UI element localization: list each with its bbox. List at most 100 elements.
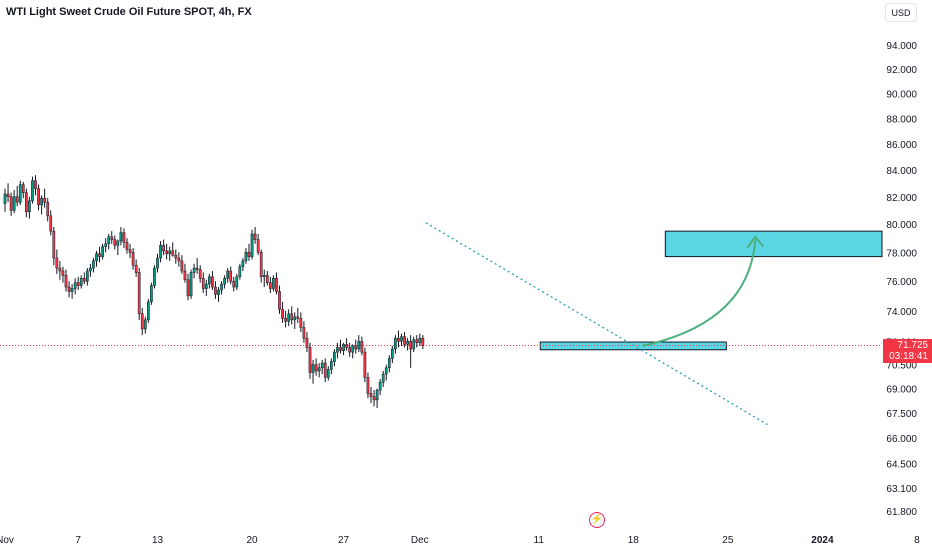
- candle-body: [183, 270, 187, 280]
- candle-body: [317, 367, 321, 372]
- price-axis: 94.000 92.000 90.000 88.000 86.000 84.000 82.0…: [886, 41, 917, 518]
- price-axis-label: 86.000: [886, 140, 917, 151]
- projection-arrowhead: [746, 235, 765, 249]
- candle-body: [140, 313, 144, 330]
- candle-body: [61, 270, 65, 276]
- candle-body: [372, 396, 376, 401]
- candle-body: [208, 276, 211, 285]
- candle-body: [201, 278, 205, 289]
- candle-body: [189, 272, 193, 297]
- candle-body: [299, 318, 303, 328]
- candle-body: [342, 344, 345, 351]
- candle-body: [284, 318, 287, 322]
- currency-button[interactable]: USD: [885, 3, 917, 22]
- candle-body: [409, 341, 412, 350]
- candle-body: [256, 239, 260, 253]
- candle-body: [67, 286, 71, 292]
- candle-body: [73, 282, 77, 289]
- price-axis-label: 74.000: [886, 307, 917, 318]
- price-axis-label: 64.500: [886, 459, 917, 470]
- candle-body: [308, 347, 312, 373]
- candle-body: [220, 283, 223, 291]
- candle-body: [89, 267, 92, 272]
- candle-body: [259, 252, 263, 278]
- candle-body: [272, 278, 275, 289]
- candle-body: [336, 347, 339, 353]
- price-axis-label: 69.000: [886, 385, 917, 396]
- candle-body: [397, 337, 400, 342]
- price-axis-label: 84.000: [886, 166, 917, 177]
- last-price-badge: 71.725 03:18:41: [883, 339, 932, 363]
- candle-body: [241, 260, 245, 267]
- candle-body: [296, 316, 300, 319]
- price-axis-label: 66.000: [886, 434, 917, 445]
- time-axis-label: Nov: [0, 535, 14, 546]
- time-axis-label: 7: [75, 535, 81, 546]
- candle-body: [137, 272, 141, 315]
- candle-body: [162, 244, 165, 252]
- candle-body: [128, 249, 132, 253]
- candle-body: [92, 260, 95, 269]
- overlays-layer: [425, 222, 768, 426]
- candle-body: [49, 215, 53, 232]
- price-axis-label: 82.000: [886, 193, 917, 204]
- candle-body: [174, 254, 178, 259]
- candle-body: [31, 180, 34, 202]
- price-axis-label: 78.000: [886, 248, 917, 259]
- candle-body: [366, 377, 370, 394]
- candle-body: [9, 196, 13, 211]
- lightning-icon[interactable]: ⚡: [589, 512, 605, 528]
- candle-body: [314, 364, 318, 372]
- candle-body: [150, 285, 153, 303]
- candle-body: [119, 232, 123, 242]
- candle-body: [116, 240, 120, 246]
- candle-body: [168, 250, 172, 254]
- candle-body: [211, 276, 214, 288]
- candle-body: [293, 316, 297, 321]
- candle-body: [214, 286, 217, 295]
- bar-countdown: 03:18:41: [889, 351, 928, 362]
- candle-body: [330, 361, 333, 370]
- candle-body: [415, 339, 419, 344]
- candle-body: [86, 270, 89, 282]
- candle-body: [204, 283, 208, 289]
- candle-body: [323, 362, 327, 378]
- candle-body: [180, 260, 184, 272]
- time-axis-label: Dec: [411, 535, 429, 546]
- candle-body: [320, 362, 324, 369]
- candle-body: [262, 275, 266, 278]
- projection-arrow: [642, 239, 757, 347]
- candle-body: [76, 282, 80, 286]
- candle-body: [345, 344, 348, 348]
- candle-body: [131, 252, 135, 266]
- candle-body: [6, 193, 10, 198]
- candle-body: [384, 367, 388, 375]
- candle-body: [403, 336, 406, 345]
- candle-body: [326, 369, 330, 378]
- candle-body: [369, 393, 373, 397]
- time-axis-label: 27: [338, 535, 350, 546]
- candle-body: [226, 270, 230, 279]
- price-axis-label: 90.000: [886, 89, 917, 100]
- candle-body: [339, 347, 342, 351]
- candle-body: [156, 257, 159, 269]
- time-axis-label: 13: [152, 535, 164, 546]
- candle-body: [253, 233, 257, 240]
- candle-body: [391, 348, 394, 359]
- time-axis-label: 25: [722, 535, 734, 546]
- candle-body: [378, 381, 382, 391]
- candle-body: [165, 250, 169, 254]
- candle-body: [232, 280, 236, 288]
- candle-body: [333, 351, 336, 362]
- candle-body: [159, 244, 162, 259]
- price-axis-label: 88.000: [886, 114, 917, 125]
- candle-body: [238, 266, 242, 278]
- candle-body: [37, 188, 40, 206]
- candle-body: [43, 197, 46, 203]
- candle-body: [147, 301, 150, 321]
- candle-body: [247, 252, 251, 257]
- candle-body: [305, 337, 309, 348]
- candle-body: [18, 184, 22, 203]
- price-axis-label: 70.500: [886, 361, 917, 372]
